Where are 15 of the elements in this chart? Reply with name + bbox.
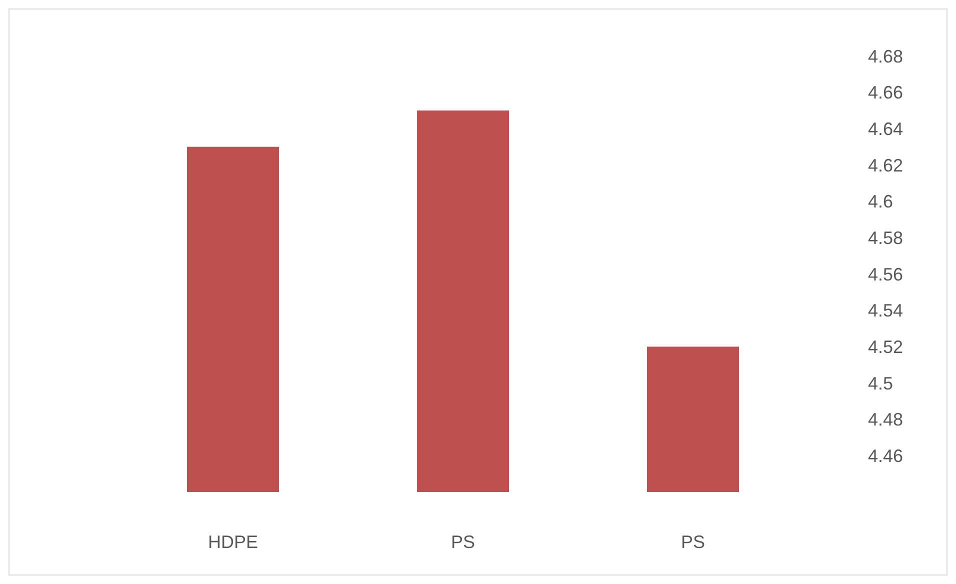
- x-tick-label: HDPE: [208, 532, 258, 552]
- y-tick-label: 4.56: [868, 264, 904, 284]
- y-tick-label: 4.64: [868, 118, 904, 139]
- y-tick-label: 4.66: [868, 82, 904, 103]
- y-tick-label: 4.5: [868, 373, 894, 394]
- y-tick-label: 4.52: [868, 336, 904, 357]
- y-tick-label: 4.6: [868, 192, 894, 212]
- y-tick-label: 4.68: [868, 46, 904, 66]
- y-tick-label: 4.46: [868, 446, 904, 466]
- x-tick-label: PS: [680, 532, 706, 552]
- x-tick-label: PS: [450, 532, 476, 552]
- y-tick-label: 4.48: [868, 410, 904, 430]
- y-tick-label: 4.62: [868, 155, 904, 176]
- y-tick-label: 4.54: [868, 300, 904, 321]
- y-tick-label: 4.58: [868, 228, 904, 248]
